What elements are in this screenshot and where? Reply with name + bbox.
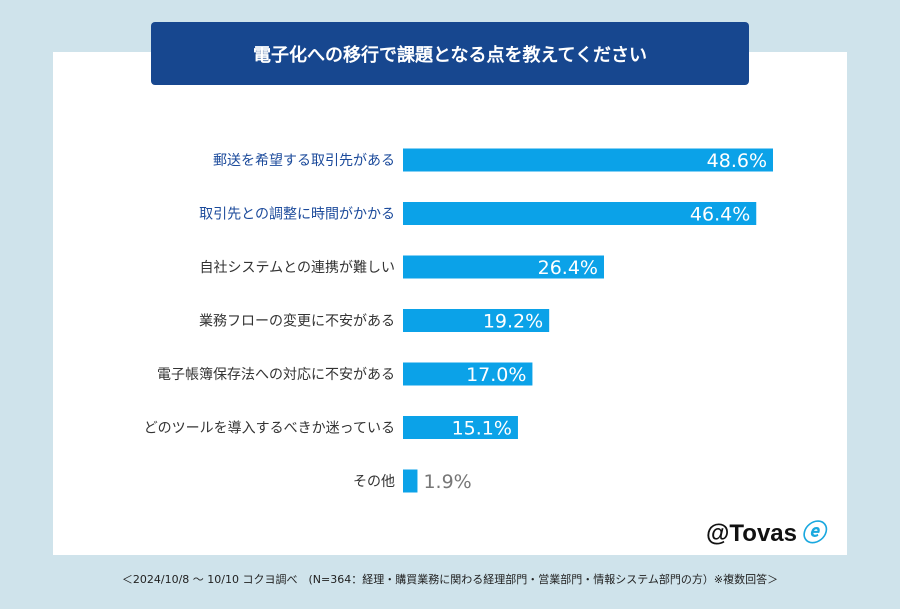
survey-note: ＜2024/10/8 ～ 10/10 コクヨ調べ (N=364：経理・購買業務に… xyxy=(121,573,779,586)
bar xyxy=(403,416,518,439)
category-label: 業務フローの変更に不安がある xyxy=(199,313,395,330)
category-label: 取引先との調整に時間がかかる xyxy=(199,207,395,223)
value-label: 1.9% xyxy=(423,471,471,493)
bar xyxy=(403,469,418,493)
value-label: 46.4% xyxy=(690,204,750,226)
tovas-swirl-icon: ⓔ xyxy=(800,520,825,547)
chart-title: 電子化への移行で課題となる点を教えてください xyxy=(151,22,749,85)
bar xyxy=(403,255,604,279)
category-label: 郵送を希望する取引先がある xyxy=(213,153,395,169)
tovas-logo: @Tovas ⓔ xyxy=(706,513,825,548)
bar xyxy=(403,362,533,386)
bar xyxy=(403,309,550,332)
category-label: 自社システムとの連携が難しい xyxy=(200,260,395,276)
chart-panel xyxy=(53,52,847,555)
category-label: その他 xyxy=(353,474,395,490)
value-label: 15.1% xyxy=(452,418,512,440)
category-label: どのツールを導入するべきか迷っている xyxy=(144,421,395,437)
category-label: 電子帳簿保存法への対応に不安がある xyxy=(157,367,395,383)
value-label: 26.4% xyxy=(538,257,598,279)
bar xyxy=(403,148,773,172)
value-label: 19.2% xyxy=(483,311,543,333)
value-label: 17.0% xyxy=(466,364,526,386)
bar xyxy=(403,202,757,225)
logo-text: @Tovas xyxy=(706,520,797,547)
value-label: 48.6% xyxy=(707,150,767,172)
